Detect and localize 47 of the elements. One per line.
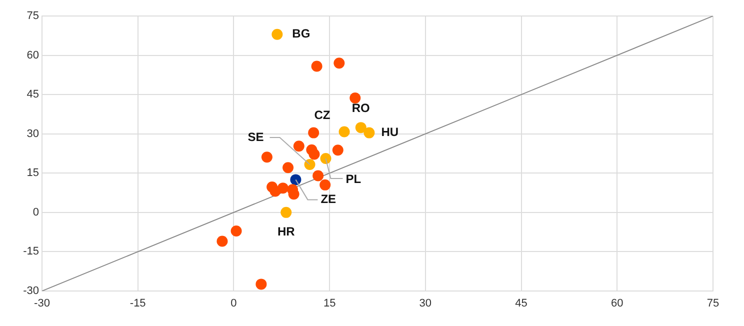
point [256,278,267,290]
point [334,58,345,69]
point [355,122,366,134]
y-tick-label: 45 [26,88,39,101]
y-tick-label: 75 [26,10,39,22]
x-tick-label: -15 [130,298,146,310]
point [320,152,332,164]
x-tick-label: 30 [419,298,432,310]
annotation: BG [292,26,310,41]
point [304,159,316,170]
y-tick-label: -30 [23,285,39,298]
point [312,170,324,182]
point [280,206,292,218]
y-tick-label: 30 [26,128,39,140]
annotation: PL [346,172,362,186]
point [261,152,272,163]
point [288,188,300,200]
point [293,140,304,152]
x-tick-label: 75 [706,298,720,310]
y-tick-label: -15 [23,246,39,258]
point [308,127,320,138]
point [338,126,350,138]
annotation: SE [248,130,264,144]
point [282,162,294,174]
point [277,182,288,194]
point [332,144,344,156]
point [216,236,228,247]
x-tick-label: 15 [323,298,336,310]
y-tick-label: 15 [26,167,39,180]
y-tick-label: 0 [32,206,39,218]
point [311,60,322,72]
annotation: RO [352,100,370,115]
annotation: ZE [320,192,336,206]
point [290,174,302,186]
point [320,179,331,190]
annotation: HR [277,224,296,239]
point [272,28,283,40]
annotation: CZ [314,108,330,122]
x-tick-label: 0 [230,298,237,310]
point [364,127,375,138]
point [308,148,320,160]
annotation: HU [381,125,399,140]
point [230,226,242,237]
x-tick-label: 60 [611,298,624,310]
point [350,92,361,104]
x-tick-label: 45 [515,298,528,310]
y-tick-label: 60 [26,49,39,62]
